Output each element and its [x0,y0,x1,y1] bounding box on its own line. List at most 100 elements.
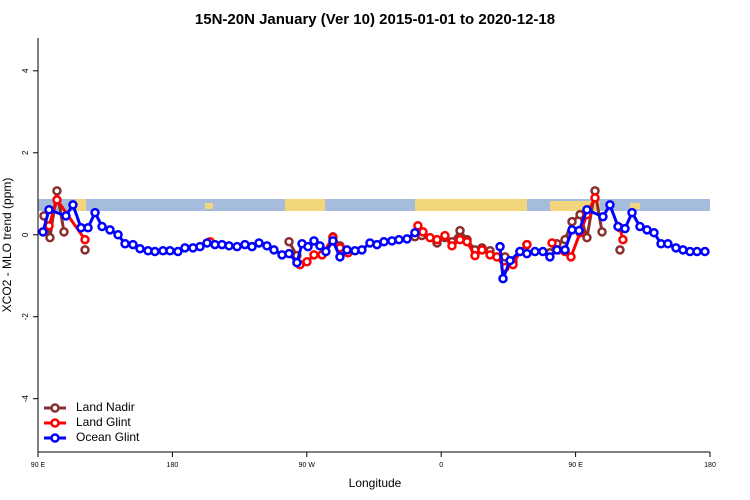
data-point [44,204,54,215]
data-point [538,246,548,257]
data-point [303,241,313,252]
data-point [545,252,555,262]
data-point [663,239,673,249]
x-tick-label: 0 [439,462,443,469]
x-tick-label: 90 W [299,462,316,469]
y-tick-label: 2 [21,150,30,155]
data-point [700,246,710,257]
data-point [52,195,62,205]
data-point [342,245,352,255]
data-point [195,241,205,252]
data-point [315,241,325,251]
land-patch [76,199,86,211]
data-point [113,230,123,240]
data-point [402,234,412,244]
land-patch [285,199,325,211]
data-point [269,245,279,255]
data-point [202,238,212,248]
data-point [522,248,532,259]
data-point [328,236,338,246]
data-point [150,246,160,257]
data-point [38,227,48,237]
data-point [83,223,93,233]
data-point [440,230,450,241]
data-point [598,211,608,222]
data-point [495,241,505,252]
data-point [128,239,138,250]
data-point [120,239,130,249]
data-point [224,241,234,251]
data-point [105,225,115,235]
data-point [357,245,367,255]
y-tick-label: -2 [21,313,30,321]
legend-marker [50,433,60,443]
land-patch [550,201,600,211]
data-point [61,211,71,221]
data-point [470,250,480,261]
data-point [418,227,428,237]
data-point [321,246,331,257]
data-point [627,207,637,218]
land-patch [415,199,527,211]
data-point [309,236,319,246]
data-point [605,200,615,210]
data-point [180,243,190,253]
data-point [498,273,508,284]
data-point [566,252,576,262]
data-point [262,241,272,251]
data-point [582,232,592,243]
data-point [80,234,90,245]
data-point [394,234,404,245]
data-point [284,236,294,247]
data-point [52,186,62,196]
data-point [97,221,107,232]
data-point [335,252,345,262]
x-axis-label: Longitude [349,476,402,490]
data-point [530,246,540,257]
data-point [59,227,69,237]
data-point [567,216,577,227]
data-point [410,227,420,238]
data-point [432,234,442,245]
data-point [590,193,600,203]
data-point [462,236,472,247]
data-point [618,234,628,245]
legend-label: Land Nadir [76,400,135,414]
data-point [68,200,78,210]
data-point [574,225,584,236]
data-point [284,248,294,259]
data-point [582,204,592,215]
data-point [620,223,630,234]
data-point [165,245,175,256]
data-point [135,243,145,254]
data-point [90,207,100,218]
data-point [505,255,515,266]
legend-label: Land Glint [76,415,131,429]
data-point [560,245,570,255]
y-axis-label: XCO2 - MLO trend (ppm) [0,178,14,313]
data-point [232,241,242,252]
data-point [309,250,319,260]
series [38,200,710,284]
data-point [247,241,257,252]
x-tick-label: 90 E [31,462,46,469]
land-patch [205,203,213,209]
data-point [173,246,183,257]
legend-marker [50,418,60,428]
data-point [477,245,487,255]
x-tick-label: 180 [704,462,716,469]
data-point [522,239,532,250]
y-tick-label: 0 [21,232,30,237]
data-point [455,225,465,236]
y-tick-label: -4 [21,395,30,403]
data-point [597,227,607,237]
data-point [379,236,389,247]
data-point [692,246,702,257]
data-point [649,227,659,238]
data-point [292,257,302,268]
data-point [547,238,557,248]
data-point [552,245,562,255]
data-point [635,221,645,232]
